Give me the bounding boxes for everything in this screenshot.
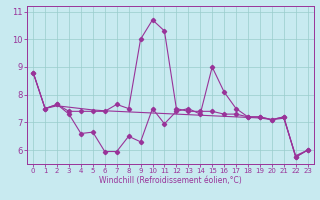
X-axis label: Windchill (Refroidissement éolien,°C): Windchill (Refroidissement éolien,°C) (99, 176, 242, 185)
